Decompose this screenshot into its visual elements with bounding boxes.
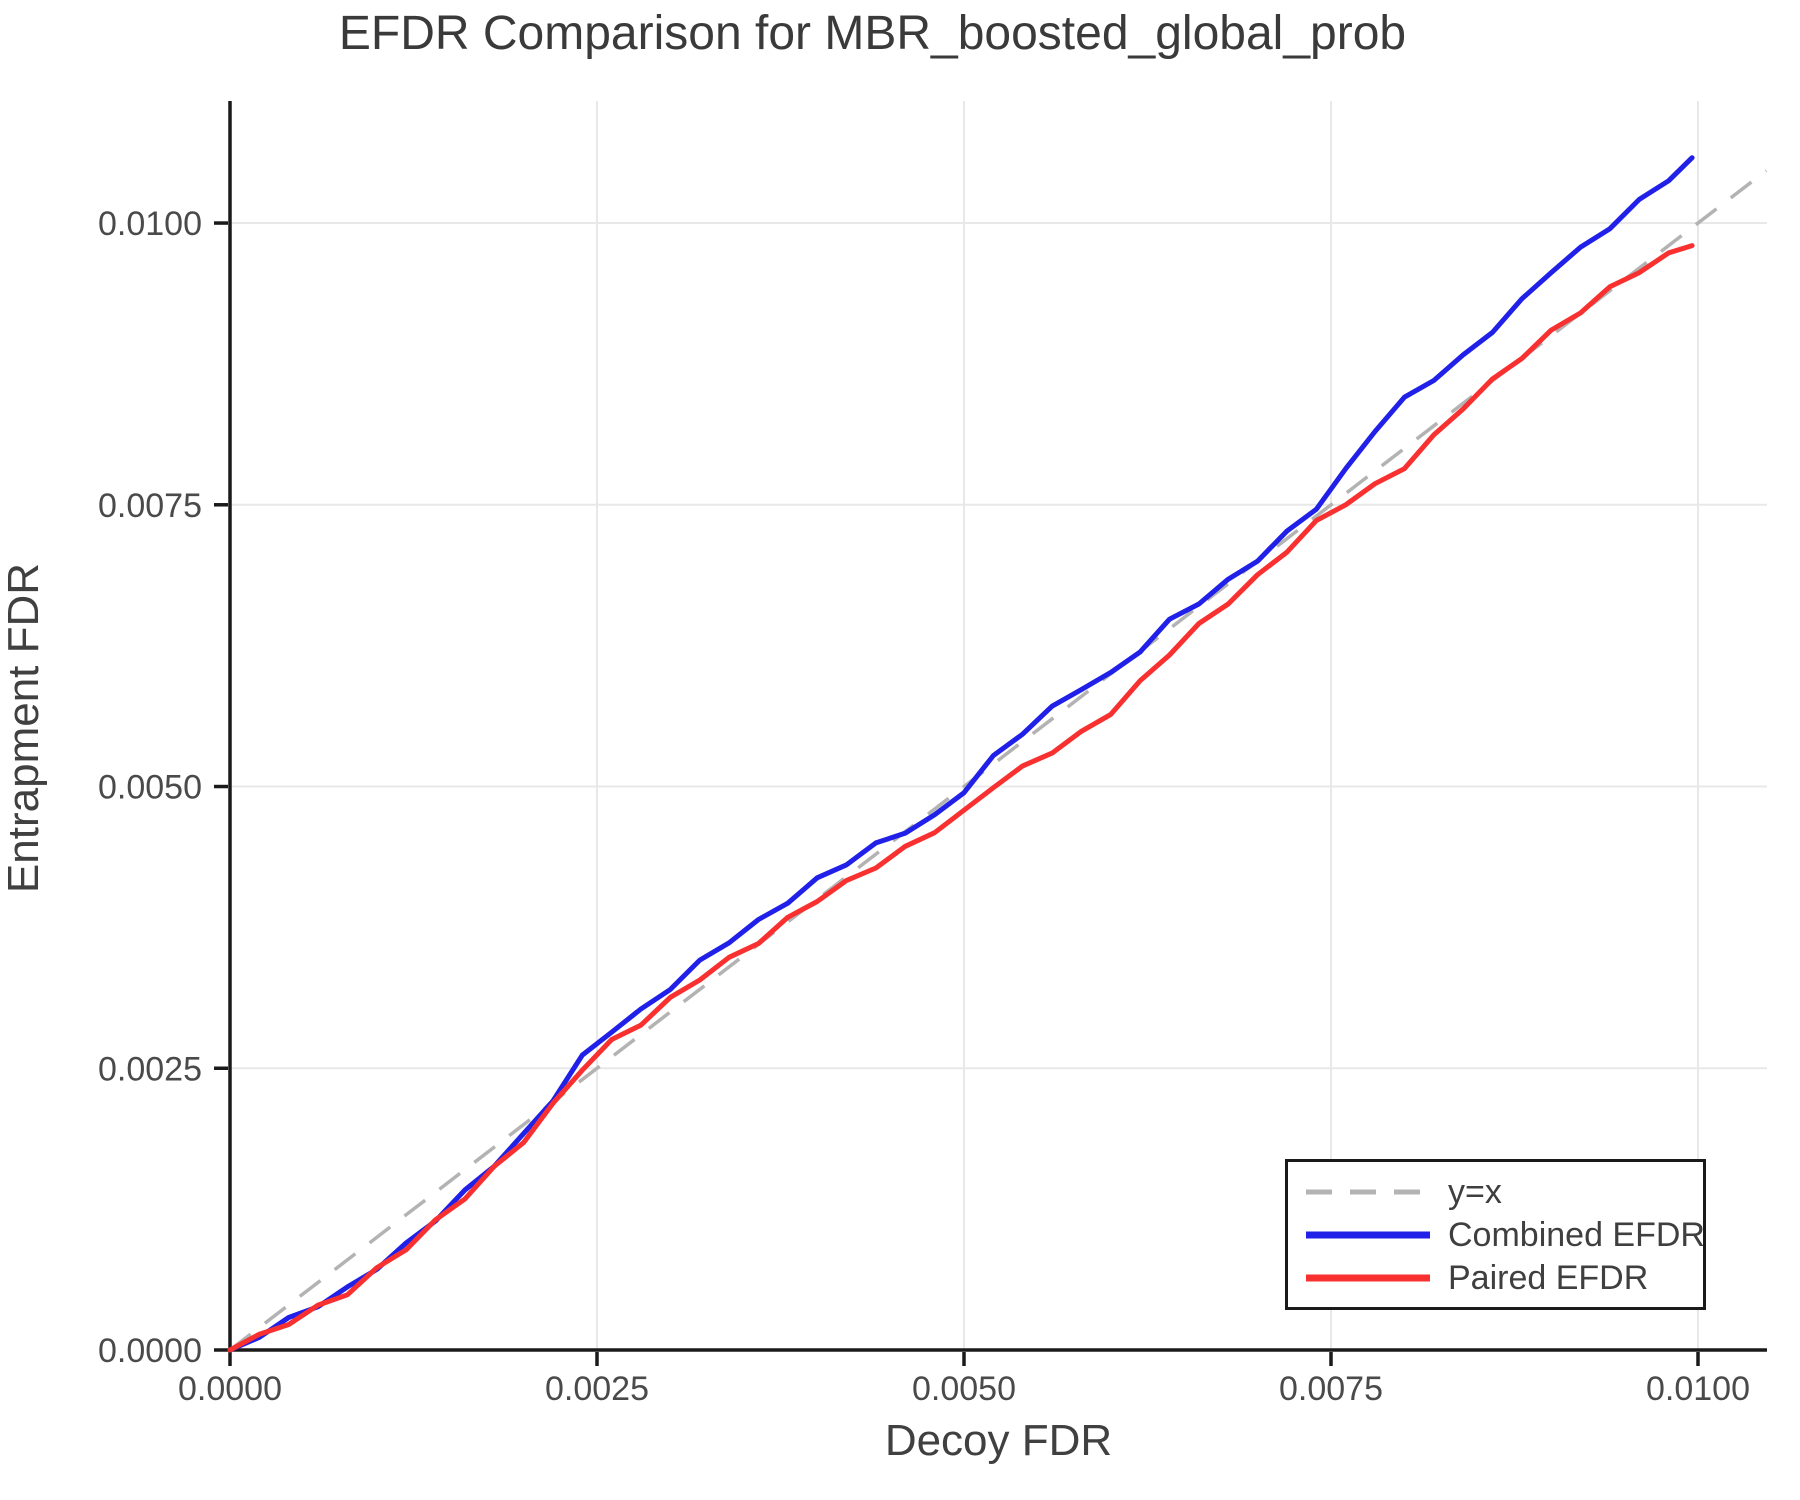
legend-label-yx: y=x [1448,1172,1502,1211]
red-line-swatch [1306,1274,1430,1281]
x-axis-label: Decoy FDR [884,1416,1113,1465]
chart-title: EFDR Comparison for MBR_boosted_global_p… [338,7,1407,60]
y-tick-label: 0.0000 [98,1332,202,1370]
identity-line [228,169,1768,1352]
legend-label-paired: Paired EFDR [1448,1258,1649,1297]
x-tick-label: 0.0025 [545,1370,649,1408]
legend-item-yx: y=x [1304,1172,1703,1211]
y-tick-label: 0.0025 [98,1050,202,1088]
legend: y=x Combined EFDR Paired EFDR [1285,1159,1706,1310]
paired-efdr-curve [227,243,1695,1353]
y-tick-label: 0.0075 [98,487,202,525]
legend-item-combined: Combined EFDR [1304,1215,1705,1254]
y-axis-label: Entrapment FDR [0,562,48,894]
dashed-line-swatch [1306,1189,1430,1194]
legend-item-paired: Paired EFDR [1304,1258,1703,1297]
x-tick-label: 0.0075 [1279,1370,1383,1408]
x-tick-label: 0.0000 [178,1370,282,1408]
combined-efdr-curve [227,155,1695,1353]
y-tick-label: 0.0100 [98,205,202,243]
legend-label-combined: Combined EFDR [1448,1215,1705,1254]
blue-line-swatch [1306,1231,1430,1238]
x-tick-label: 0.0050 [912,1370,1016,1408]
y-tick-label: 0.0050 [98,769,202,807]
x-tick-label: 0.0100 [1646,1370,1750,1408]
